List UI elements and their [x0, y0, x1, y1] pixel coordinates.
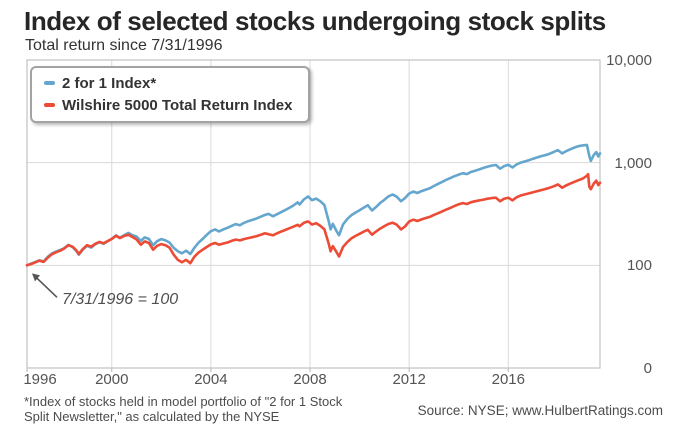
source-credit: Source: NYSE; www.HulbertRatings.com — [417, 403, 663, 418]
y-tick-label-10000: 10,000 — [606, 52, 652, 69]
legend-swatch-blue — [44, 81, 55, 85]
chart-title: Index of selected stocks undergoing stoc… — [24, 6, 606, 36]
chart-subtitle: Total return since 7/31/1996 — [25, 37, 223, 54]
legend-swatch-red — [44, 103, 55, 107]
x-tick-label-2004: 2004 — [194, 371, 228, 388]
footnote: *Index of stocks held in model portfolio… — [24, 394, 342, 424]
y-tick-label-0: 0 — [643, 360, 652, 377]
legend-item-2for1: 2 for 1 Index* — [44, 72, 300, 94]
x-tick-label-2012: 2012 — [392, 371, 426, 388]
legend-label-2for1: 2 for 1 Index* — [62, 74, 157, 92]
footnote-line-1: *Index of stocks held in model portfolio… — [24, 394, 343, 409]
base-value-annotation: 7/31/1996 = 100 — [62, 291, 179, 308]
legend-box: 2 for 1 Index* Wilshire 5000 Total Retur… — [30, 66, 310, 123]
plot-border — [26, 59, 601, 369]
y-tick-label-1000: 1,000 — [614, 154, 652, 172]
x-tick-label-2008: 2008 — [293, 371, 327, 388]
series-line-wilshire — [25, 172, 602, 267]
x-tick-label-2000: 2000 — [95, 371, 129, 388]
legend-item-wilshire: Wilshire 5000 Total Return Index — [44, 94, 300, 116]
x-tick-label-1996: 1996 — [23, 371, 57, 388]
annotation-arrow-line — [34, 275, 58, 298]
footnote-line-2: Split Newsletter," as calculated by the … — [24, 409, 280, 424]
y-tick-label-100: 100 — [626, 257, 652, 275]
annotation-arrowhead — [32, 273, 40, 282]
legend-label-wilshire: Wilshire 5000 Total Return Index — [62, 96, 293, 114]
x-tick-label-2016: 2016 — [491, 371, 525, 388]
